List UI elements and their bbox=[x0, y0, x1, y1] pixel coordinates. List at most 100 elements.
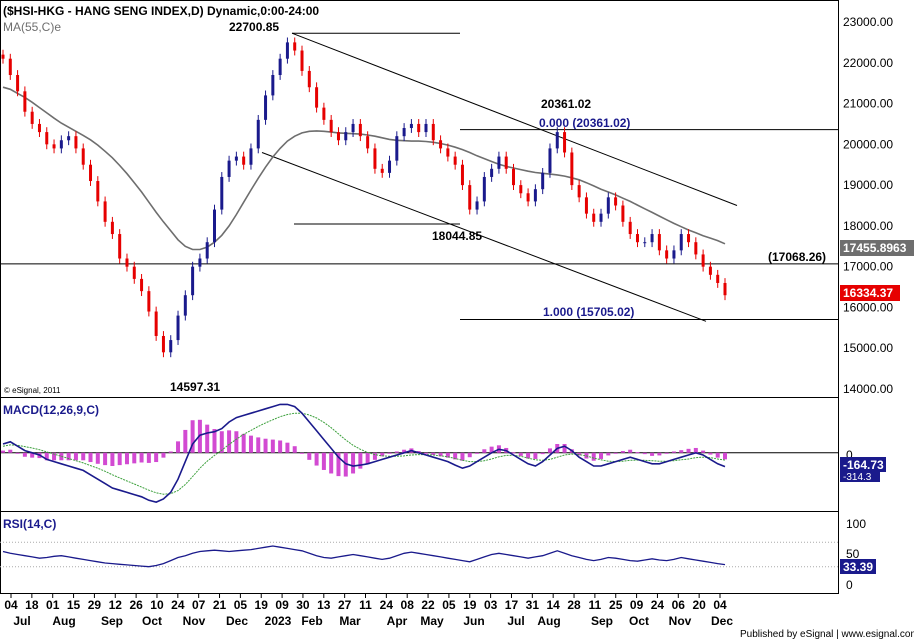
macd-histogram-bar bbox=[445, 452, 450, 458]
footer-credit: Published by eSignal | www.esignal.com bbox=[740, 629, 914, 640]
macd-histogram-bar bbox=[679, 450, 684, 453]
macd-histogram-bar bbox=[351, 452, 356, 474]
month-label: Oct bbox=[142, 614, 162, 628]
candle-body bbox=[541, 172, 545, 190]
candle-body bbox=[402, 128, 406, 137]
candle-body bbox=[366, 136, 370, 149]
day-label: 30 bbox=[296, 598, 310, 612]
candle-body bbox=[373, 148, 377, 169]
macd-histogram-bar bbox=[380, 452, 385, 457]
macd-histogram-bar bbox=[88, 452, 93, 463]
macd-histogram-bar bbox=[205, 424, 210, 453]
candle-body bbox=[205, 242, 209, 259]
trend-channel bbox=[0, 32, 838, 322]
candle-body bbox=[431, 123, 435, 141]
price-tick: 22000.00 bbox=[843, 56, 893, 70]
price-value-label: 16334.37 bbox=[843, 286, 893, 300]
candle-body bbox=[344, 132, 348, 141]
macd-histogram-bar bbox=[139, 452, 144, 463]
macd-histogram-bar bbox=[227, 430, 232, 453]
macd-histogram-bar bbox=[154, 452, 159, 463]
price-tick: 19000.00 bbox=[843, 178, 893, 192]
macd-histogram-bar bbox=[52, 452, 57, 461]
macd-histogram-bar bbox=[285, 442, 290, 453]
macd-histogram-bar bbox=[635, 452, 640, 454]
price-value-box bbox=[840, 285, 900, 301]
candle-body bbox=[701, 254, 705, 267]
macd-histogram-bar bbox=[708, 452, 713, 455]
macd-histogram-bar bbox=[460, 452, 465, 461]
macd-histogram-bar bbox=[642, 452, 647, 455]
macd-histogram-bar bbox=[533, 452, 538, 459]
candle-body bbox=[176, 315, 180, 341]
price-pane bbox=[0, 0, 839, 398]
candle-body bbox=[1, 54, 5, 59]
macd-histogram-bar bbox=[241, 433, 246, 453]
macd-histogram-bar bbox=[431, 452, 436, 455]
day-label: 11 bbox=[589, 598, 602, 612]
candle-body bbox=[74, 136, 78, 149]
day-label: 24 bbox=[651, 598, 665, 612]
macd-histogram-bar bbox=[256, 437, 261, 453]
macd-histogram-bar bbox=[664, 452, 669, 454]
macd-histogram-bar bbox=[540, 452, 545, 455]
candle-body bbox=[242, 156, 246, 165]
candle-body bbox=[628, 221, 632, 235]
macd-histogram-bar bbox=[1, 450, 5, 453]
candle-body bbox=[621, 205, 625, 222]
candle-body bbox=[577, 185, 581, 198]
day-label: 31 bbox=[526, 598, 540, 612]
swing-high-annotation: 20361.02 bbox=[541, 97, 591, 111]
macd-histogram-bar bbox=[73, 452, 78, 461]
macd-line bbox=[2, 403, 726, 503]
rsi-legend: RSI(14,C) bbox=[3, 517, 56, 531]
candle-body bbox=[650, 234, 654, 243]
macd-histogram-bar bbox=[657, 452, 662, 456]
day-label: 03 bbox=[484, 598, 498, 612]
candle-body bbox=[110, 221, 114, 235]
candle-body bbox=[125, 258, 129, 267]
macd-histogram-bar bbox=[701, 450, 706, 453]
candle-body bbox=[716, 274, 720, 283]
macd-histogram-bar bbox=[715, 452, 720, 458]
macd-histogram-bar bbox=[423, 452, 428, 454]
month-label: Jul bbox=[13, 614, 30, 628]
candle-body bbox=[278, 58, 282, 76]
candle-body bbox=[460, 164, 464, 186]
macd-histogram-bar bbox=[146, 452, 151, 463]
month-label: Jul bbox=[507, 614, 524, 628]
candle-body bbox=[599, 213, 603, 222]
macd-signal-line bbox=[2, 412, 726, 495]
macd-histogram-bar bbox=[387, 452, 392, 454]
month-label: May bbox=[420, 614, 444, 628]
fib-zero-label: 0.000 (20361.02) bbox=[539, 116, 630, 130]
macd-histogram-bar bbox=[22, 452, 27, 457]
candle-body bbox=[358, 123, 362, 137]
day-label: 04 bbox=[713, 598, 727, 612]
macd-histogram-bar bbox=[336, 452, 341, 477]
macd-histogram-bar bbox=[212, 429, 217, 453]
macd-histogram-bar bbox=[161, 452, 166, 458]
candle-body bbox=[264, 95, 268, 120]
day-label: 19 bbox=[255, 598, 269, 612]
macd-histogram-bar bbox=[278, 440, 283, 453]
macd-histogram-bar bbox=[671, 451, 676, 453]
macd-histogram-bar bbox=[599, 452, 604, 459]
month-label: Nov bbox=[183, 614, 206, 628]
macd-histogram-bar bbox=[372, 452, 377, 460]
high-annotation: 22700.85 bbox=[229, 20, 279, 34]
macd-legend: MACD(12,26,9,C) bbox=[3, 403, 99, 417]
price-axis: 23000.00 22000.00 21000.00 20000.00 19000.00… bbox=[843, 15, 893, 396]
macd-value-label: -164.73 bbox=[843, 458, 884, 472]
day-label: 09 bbox=[630, 598, 644, 612]
day-label: 25 bbox=[609, 598, 623, 612]
macd-histogram-bar bbox=[190, 420, 195, 453]
candle-body bbox=[322, 107, 326, 120]
day-label: 07 bbox=[192, 598, 206, 612]
macd-histogram-bar bbox=[606, 452, 611, 456]
month-label: Aug bbox=[52, 614, 75, 628]
macd-histogram-bar bbox=[183, 429, 188, 453]
day-label: 08 bbox=[401, 598, 415, 612]
macd-histogram-bar bbox=[591, 452, 596, 461]
candle-body bbox=[519, 185, 523, 194]
